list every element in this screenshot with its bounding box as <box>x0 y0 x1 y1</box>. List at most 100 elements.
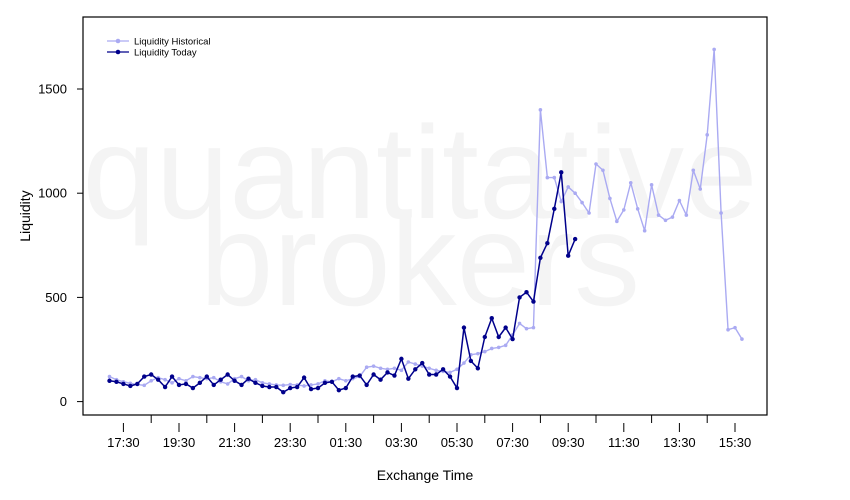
watermark: quantitative brokers <box>82 99 757 333</box>
x-tick-label: 05:30 <box>441 435 474 450</box>
data-point <box>454 385 460 391</box>
data-point <box>239 382 244 388</box>
data-point <box>163 377 167 382</box>
data-point <box>392 366 397 371</box>
data-point <box>315 385 321 391</box>
data-point <box>524 326 529 331</box>
data-point <box>670 215 675 219</box>
data-point <box>260 381 265 385</box>
y-tick-label: 1000 <box>38 186 67 201</box>
data-point <box>350 374 355 379</box>
data-point <box>274 384 279 390</box>
data-point <box>559 170 564 175</box>
data-point <box>267 382 272 386</box>
data-point <box>204 374 209 379</box>
x-tick-label: 01:30 <box>330 435 363 450</box>
data-point <box>357 373 362 378</box>
data-point <box>344 378 348 383</box>
data-point <box>343 385 348 391</box>
x-tick-label: 15:30 <box>719 435 752 450</box>
x-tick-label: 21:30 <box>218 435 251 450</box>
legend-label-historical: Liquidity Historical <box>134 37 211 48</box>
data-point <box>733 325 737 330</box>
data-point <box>483 349 487 354</box>
data-point <box>517 321 522 326</box>
data-point <box>329 379 335 384</box>
data-point <box>545 175 550 180</box>
data-point <box>364 382 369 388</box>
data-point <box>385 370 390 375</box>
data-point <box>531 325 536 330</box>
data-point <box>475 366 481 371</box>
data-point <box>392 373 397 378</box>
data-point <box>176 382 182 388</box>
data-point <box>608 196 612 201</box>
legend: Liquidity Historical Liquidity Today <box>107 37 211 59</box>
data-point <box>184 378 188 383</box>
data-point <box>107 378 112 383</box>
data-point <box>489 316 494 321</box>
data-point <box>677 198 682 203</box>
data-point <box>336 387 342 393</box>
data-point <box>552 175 557 180</box>
data-point <box>371 364 376 368</box>
data-point <box>649 183 654 187</box>
data-point <box>406 360 411 364</box>
legend-marker-historical <box>115 38 121 44</box>
data-point <box>288 382 293 387</box>
data-point <box>239 374 244 379</box>
data-point <box>531 299 536 304</box>
data-point <box>322 380 328 386</box>
data-point <box>183 381 189 387</box>
data-point <box>622 208 626 212</box>
data-point <box>142 374 147 379</box>
x-axis-title: Exchange Time <box>377 467 474 483</box>
data-point <box>448 370 452 375</box>
data-point <box>406 376 411 381</box>
watermark-line-2: brokers <box>200 186 640 333</box>
data-point <box>267 384 272 390</box>
data-point <box>503 343 508 348</box>
x-tick-label: 03:30 <box>385 435 418 450</box>
data-point <box>155 377 161 382</box>
data-point <box>225 372 230 377</box>
data-point <box>684 213 689 217</box>
data-point <box>420 360 425 366</box>
data-point <box>427 372 432 377</box>
data-point <box>246 376 251 381</box>
data-point <box>190 385 196 391</box>
data-point <box>225 382 230 386</box>
data-point <box>413 362 418 366</box>
data-point <box>440 367 446 372</box>
data-point <box>552 206 557 212</box>
data-point <box>517 295 522 300</box>
data-point <box>170 381 174 385</box>
data-point <box>572 236 578 242</box>
data-point <box>573 191 577 195</box>
x-tick-label: 17:30 <box>107 435 140 450</box>
data-point <box>482 334 487 340</box>
data-point <box>580 200 584 205</box>
data-point <box>594 162 598 166</box>
data-point <box>712 47 716 52</box>
data-point <box>503 325 508 330</box>
legend-label-today: Liquidity Today <box>134 48 197 59</box>
data-point <box>191 374 195 379</box>
data-point <box>301 375 307 380</box>
data-point <box>162 384 168 390</box>
data-point <box>705 133 709 137</box>
data-point <box>447 374 453 379</box>
data-point <box>197 380 203 386</box>
data-point <box>107 374 112 379</box>
data-point <box>364 365 369 370</box>
data-point <box>371 372 376 377</box>
series-layer <box>107 47 744 395</box>
data-point <box>461 325 467 330</box>
watermark-line-1: quantitative <box>82 99 757 246</box>
data-point <box>378 377 383 382</box>
y-axis-title: Liquidity <box>17 190 33 241</box>
plot-frame <box>82 16 768 416</box>
y-axis: 0 500 1000 1500 <box>38 82 83 409</box>
data-point <box>642 228 647 233</box>
